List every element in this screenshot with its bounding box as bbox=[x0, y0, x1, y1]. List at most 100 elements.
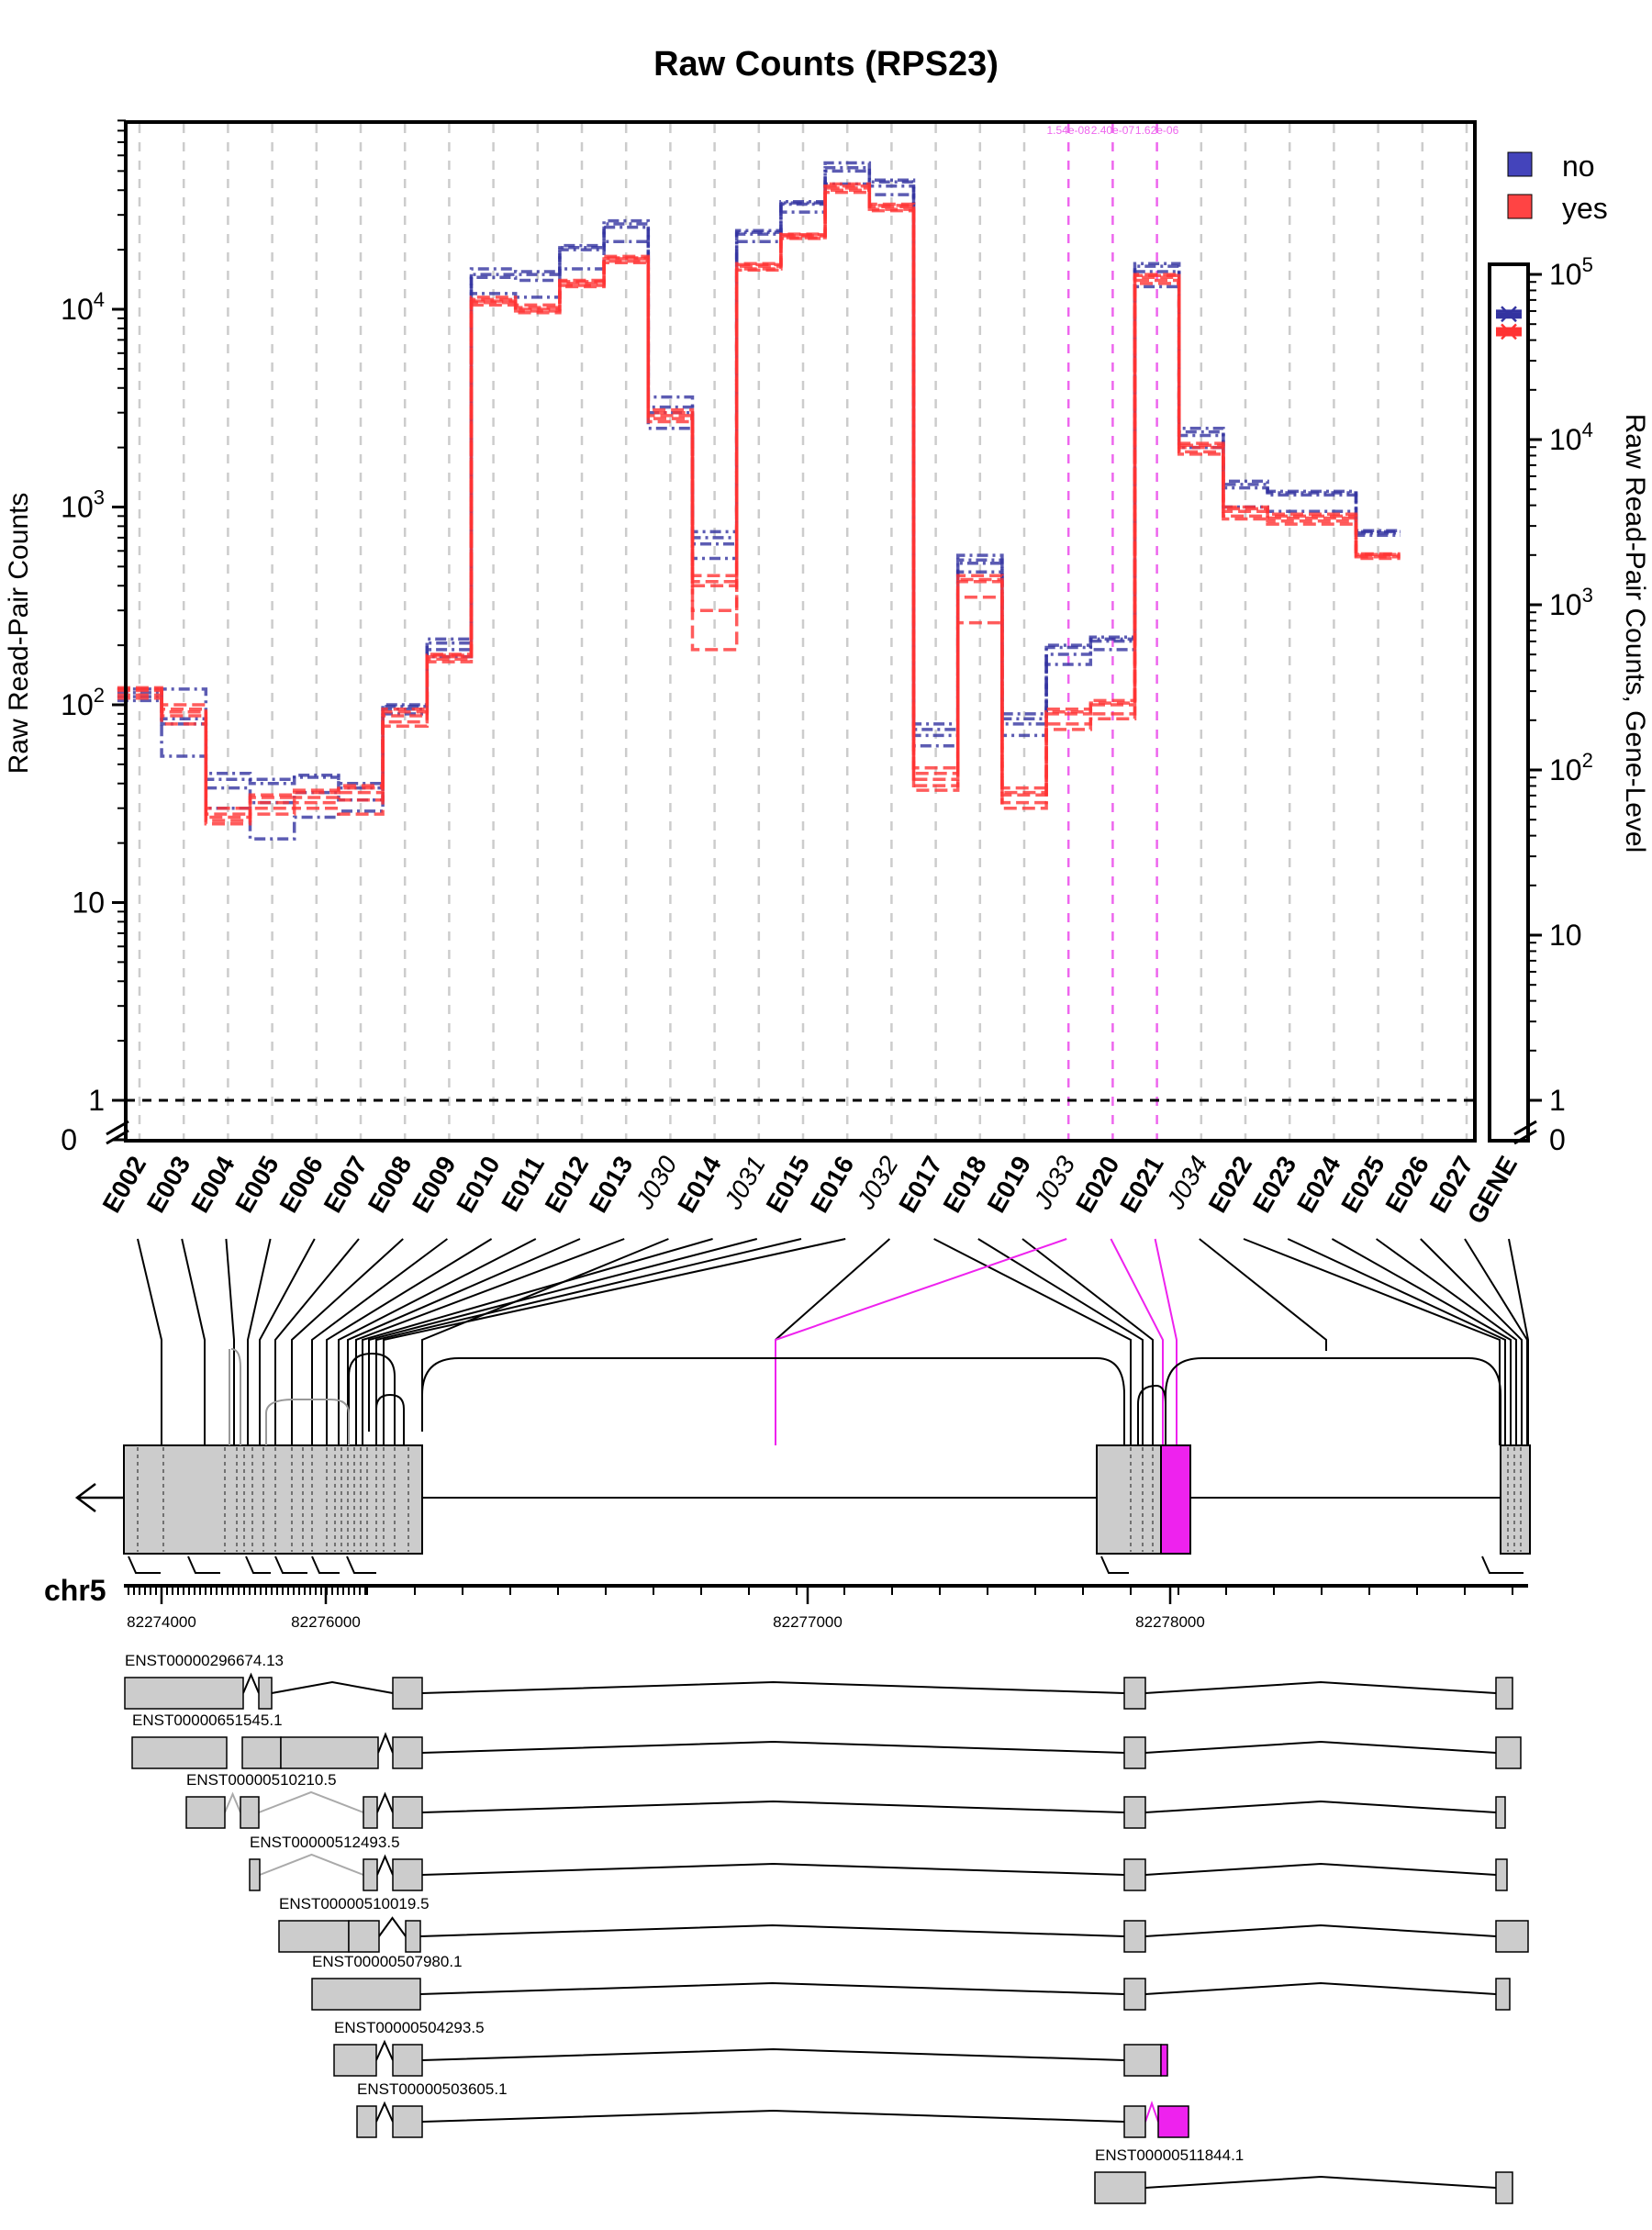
feature-label-E015: E015 bbox=[761, 1152, 816, 1218]
ruler-label: 82278000 bbox=[1135, 1613, 1205, 1631]
pvalue-label-J033: 1.54e-08 bbox=[1047, 124, 1091, 137]
connector-E016 bbox=[383, 1238, 846, 1445]
junction-arc-alt bbox=[229, 1348, 241, 1445]
transcript-exon bbox=[249, 1858, 261, 1891]
transcript-label-1: ENST00000296674.13 bbox=[125, 1652, 284, 1669]
y-right-tick-label: 10 bbox=[1549, 919, 1582, 952]
transcript-intron bbox=[375, 2039, 394, 2061]
transcript-exon bbox=[392, 2105, 423, 2138]
transcript-exon bbox=[1495, 1677, 1513, 1710]
legend-label-no: no bbox=[1562, 150, 1595, 183]
connector-E004 bbox=[225, 1238, 235, 1445]
y-right-tick-exponent: 5 bbox=[1582, 253, 1593, 276]
transcript-intron bbox=[421, 2109, 1125, 2123]
feature-label-E012: E012 bbox=[540, 1152, 595, 1218]
connector-E027 bbox=[1464, 1238, 1528, 1445]
feature-label-E006: E006 bbox=[273, 1152, 329, 1218]
transcript-exon bbox=[1495, 1978, 1511, 2011]
junction-arc-J033 bbox=[1137, 1384, 1166, 1445]
y-right-tick-label: 103 bbox=[1549, 584, 1593, 621]
feature-label-E022: E022 bbox=[1203, 1152, 1258, 1218]
junction-arc-alt bbox=[265, 1399, 350, 1445]
transcript-exon bbox=[124, 1677, 244, 1710]
transcript-intron bbox=[224, 1791, 241, 1813]
transcript-intron bbox=[421, 2047, 1125, 2061]
transcript-exon bbox=[1495, 2171, 1513, 2204]
connector-E011 bbox=[338, 1238, 537, 1445]
transcript-intron bbox=[1144, 1800, 1497, 1813]
gene-level-mean-yes bbox=[1501, 323, 1517, 340]
exon-end-glyph bbox=[245, 1555, 271, 1574]
significance-markers: 1.54e-08 2.40e-07 1.62e-06 bbox=[1047, 124, 1179, 137]
connector-E007 bbox=[274, 1238, 360, 1445]
y-tick-label: 10 bbox=[72, 886, 105, 920]
transcript-intron bbox=[1144, 1981, 1497, 1995]
transcript-intron bbox=[421, 1740, 1125, 1754]
exon-end-glyph bbox=[311, 1555, 340, 1574]
connector-E003 bbox=[181, 1238, 206, 1445]
feature-label-E011: E011 bbox=[496, 1152, 550, 1217]
transcript-exon bbox=[1094, 2171, 1146, 2204]
transcript-exon bbox=[405, 1920, 421, 1953]
transcript-intron bbox=[376, 1791, 394, 1813]
transcript-exon bbox=[392, 2044, 423, 2077]
transcript-intron bbox=[1144, 1923, 1497, 1937]
feature-labels: E002E003E004E005E006E007E008E009E010E011… bbox=[97, 1151, 1524, 1229]
transcript-exon bbox=[1495, 1736, 1522, 1769]
series-yes-sample-2 bbox=[117, 186, 1401, 816]
feature-label-E004: E004 bbox=[185, 1151, 240, 1218]
transcript-label-8: ENST00000503605.1 bbox=[357, 2080, 508, 2098]
y-right-tick-exponent: 3 bbox=[1582, 584, 1593, 607]
y-tick-label: 1 bbox=[88, 1084, 105, 1117]
chromosome-label: chr5 bbox=[44, 1574, 106, 1607]
transcript-intron bbox=[1144, 1740, 1497, 1754]
connector-E017 bbox=[933, 1238, 1132, 1445]
connector-E006 bbox=[259, 1238, 316, 1445]
series-no-sample-1 bbox=[117, 161, 1401, 790]
transcript-exon bbox=[311, 1978, 421, 2011]
axis-break-mark bbox=[106, 1120, 129, 1145]
transcript-intron bbox=[421, 1800, 1125, 1813]
connector-E026 bbox=[1420, 1238, 1523, 1445]
transcript-tracks: ENST00000296674.13 ENST00000651545.1 ENST0… bbox=[124, 1652, 1529, 2204]
transcript-intron bbox=[271, 1680, 394, 1694]
exon-end-glyph bbox=[128, 1555, 161, 1574]
exon-block-3 bbox=[1500, 1444, 1531, 1555]
pvalue-label-E021: 1.62e-06 bbox=[1135, 124, 1179, 137]
feature-label-E010: E010 bbox=[451, 1152, 506, 1218]
transcript-exon bbox=[1123, 2105, 1146, 2138]
transcript-intron bbox=[1144, 1862, 1497, 1876]
transcript-exon bbox=[348, 1920, 380, 1953]
ruler-label: 82274000 bbox=[127, 1613, 196, 1631]
feature-label-E023: E023 bbox=[1247, 1152, 1302, 1218]
y-right-tick-exponent: 2 bbox=[1582, 749, 1593, 772]
gene-level-marks bbox=[1496, 306, 1522, 340]
y-tick-exponent: 3 bbox=[94, 486, 105, 509]
gene-plot-frame bbox=[1488, 262, 1530, 1143]
junction-arc-J031 bbox=[375, 1393, 405, 1445]
feature-label-E019: E019 bbox=[982, 1152, 1037, 1218]
transcript-exon bbox=[240, 1796, 260, 1829]
y-tick-exponent: 2 bbox=[94, 684, 105, 707]
series-no-sample-4 bbox=[117, 165, 1401, 786]
series-yes-sample-4 bbox=[117, 190, 1401, 826]
y-tick-label: 102 bbox=[61, 684, 105, 721]
transcript-exon bbox=[1123, 2044, 1162, 2077]
transcript-exon bbox=[363, 1796, 378, 1829]
feature-label-E013: E013 bbox=[584, 1152, 639, 1218]
transcript-intron bbox=[378, 1916, 407, 1937]
y-right-zero-label: 0 bbox=[1549, 1123, 1566, 1156]
exon-block-2 bbox=[1096, 1444, 1162, 1555]
transcript-exon bbox=[1495, 1796, 1506, 1829]
transcript-label-5: ENST00000510019.5 bbox=[279, 1895, 430, 1912]
ruler-label: 82276000 bbox=[291, 1613, 361, 1631]
y-right-tick-label: 1 bbox=[1549, 1084, 1566, 1117]
transcript-intron bbox=[419, 1981, 1125, 1995]
transcript-intron bbox=[242, 1672, 260, 1694]
exon-block-1 bbox=[123, 1444, 423, 1555]
transcript-exon bbox=[258, 1677, 273, 1710]
transcript-exon bbox=[392, 1677, 423, 1710]
transcript-intron bbox=[421, 1862, 1125, 1876]
connector-J033 bbox=[775, 1238, 1067, 1445]
transcript-exon bbox=[1123, 1796, 1146, 1829]
